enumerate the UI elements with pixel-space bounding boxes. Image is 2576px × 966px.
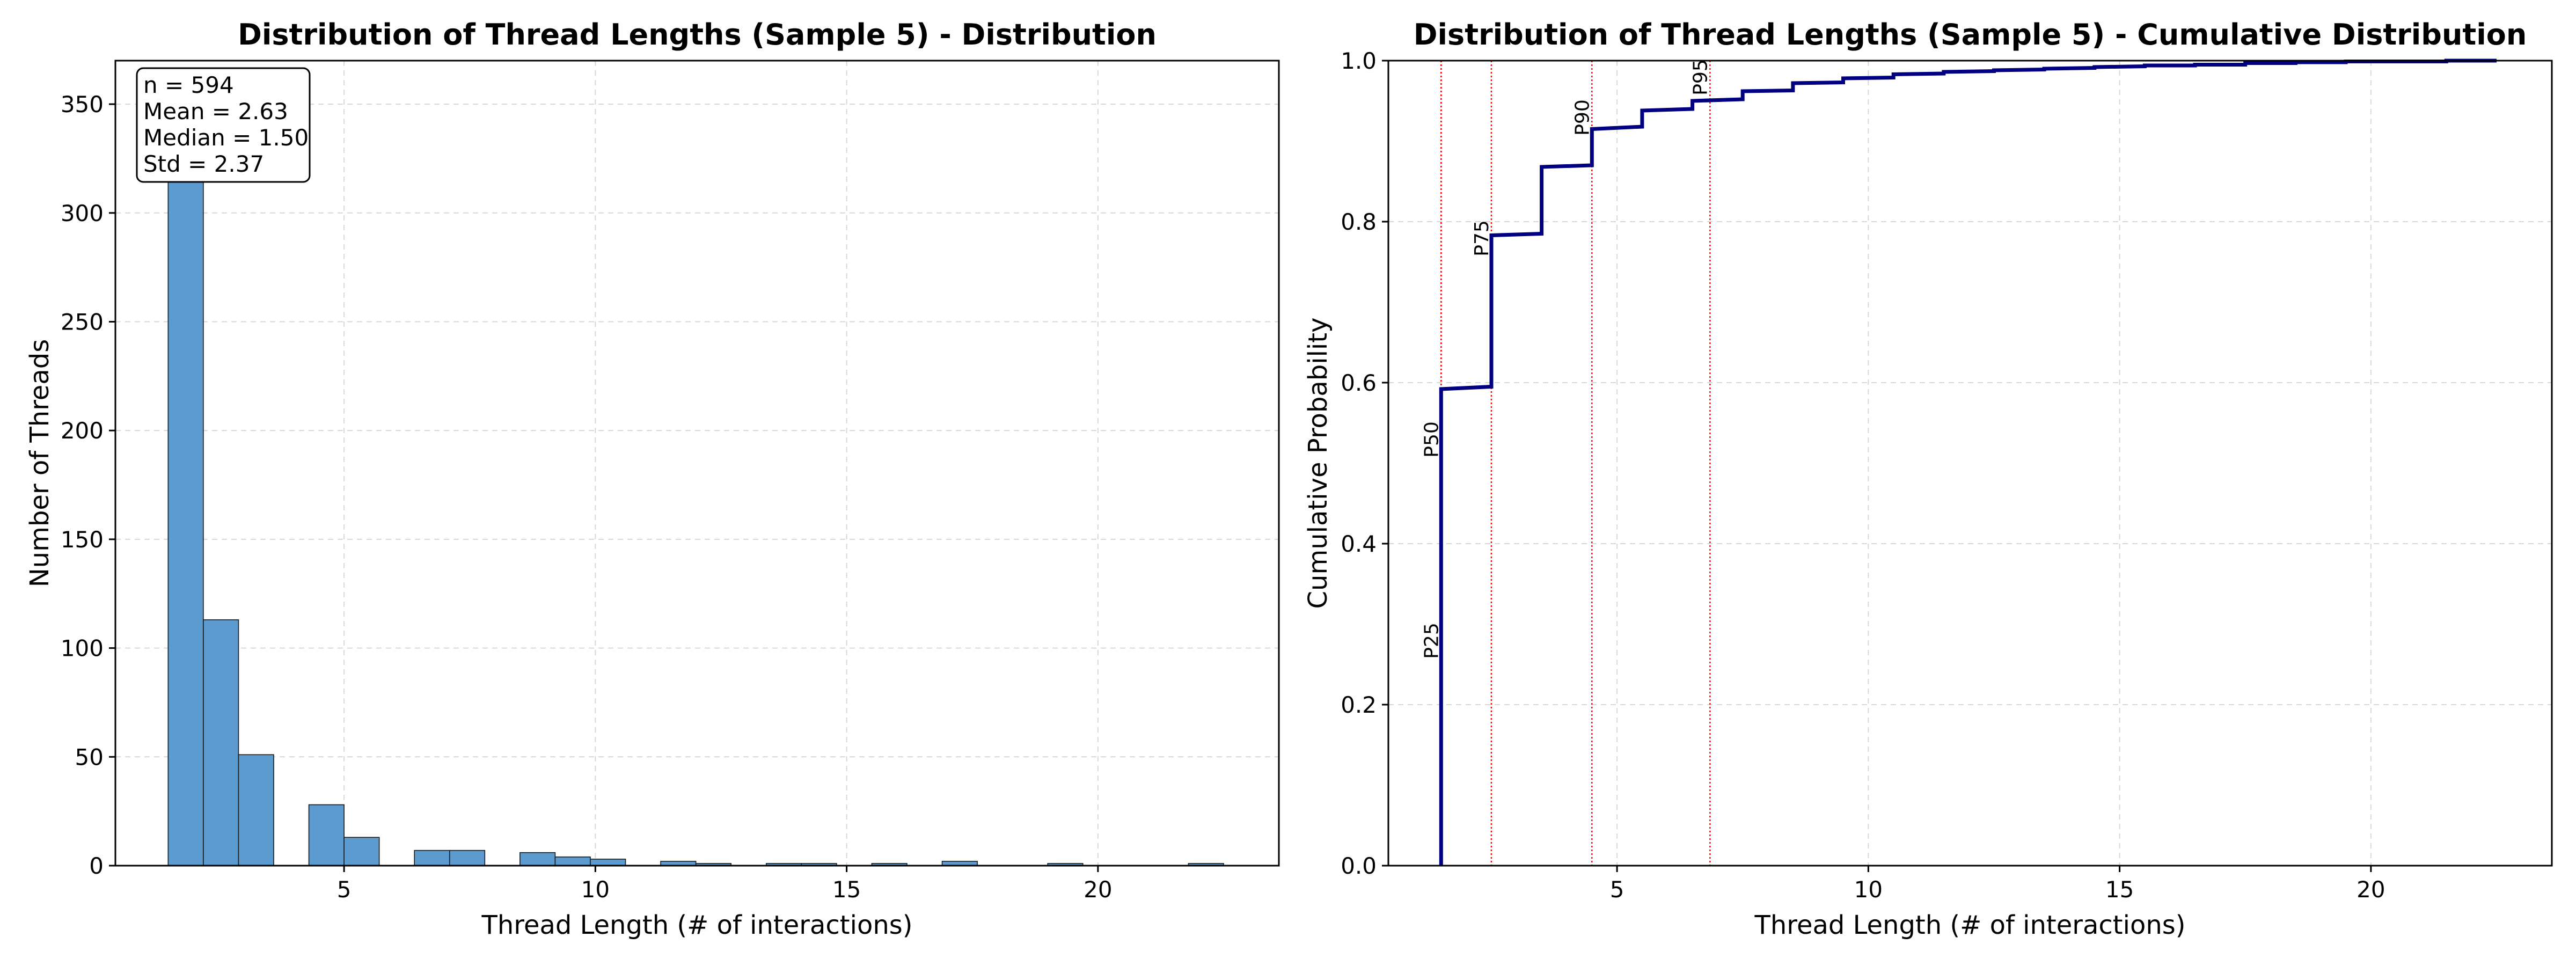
stats-box-frame [136, 67, 311, 183]
cdf-x-ticks: 5 10 15 20 [1610, 866, 2385, 903]
y-tick-label: 0.2 [1341, 692, 1377, 718]
histogram-bar [519, 852, 556, 866]
percentile-label: P90 [1571, 99, 1593, 136]
y-tick-label: 0.6 [1341, 370, 1377, 396]
percentile-label: P75 [1471, 220, 1493, 257]
cdf-frame [1387, 60, 2553, 867]
cdf-x-axis-label: Thread Length (# of interactions) [1754, 910, 2186, 940]
histogram-title: Distribution of Thread Lengths (Sample 5… [238, 18, 1157, 52]
histogram-bars [167, 104, 1224, 866]
y-tick-label: 0 [89, 853, 104, 879]
y-tick-label: 0.8 [1341, 209, 1377, 235]
histogram-bar [308, 804, 345, 866]
y-tick-label: 0.4 [1341, 531, 1377, 557]
y-tick-label: 200 [61, 418, 104, 444]
cdf-series [1439, 58, 2497, 866]
y-tick-label: 0.0 [1341, 853, 1377, 879]
x-tick-label: 15 [2105, 876, 2134, 903]
stats-mean: Mean = 2.63 [143, 98, 288, 125]
x-tick-label: 20 [1084, 876, 1112, 903]
cdf-y-ticks: 0.0 0.2 0.4 0.6 0.8 1.0 [1341, 48, 1388, 879]
x-tick-label: 5 [337, 876, 352, 903]
histogram-bar [449, 850, 486, 866]
cdf-line [1439, 58, 2497, 866]
y-tick-label: 300 [61, 200, 104, 226]
stats-median: Median = 1.50 [143, 125, 309, 151]
histogram-bar [590, 859, 626, 866]
cdf-title: Distribution of Thread Lengths (Sample 5… [1414, 18, 2527, 52]
percentile-label: P25 [1421, 623, 1443, 659]
histogram-bar [414, 850, 450, 866]
histogram-panel: 5 10 15 20 0 50 100 150 200 250 300 350 Distributi… [25, 18, 1280, 940]
percentile-label: P50 [1421, 421, 1443, 458]
histogram-x-ticks: 5 10 15 20 [337, 866, 1113, 903]
histogram-frame [114, 60, 1280, 867]
histogram-y-axis-label: Number of Threads [25, 339, 55, 587]
histogram-bar [343, 837, 380, 866]
x-tick-label: 10 [1854, 876, 1883, 903]
y-tick-label: 1.0 [1341, 48, 1377, 74]
cdf-panel: P25 P50 P75 P90 P95 5 10 15 20 0.0 0.2 0.4 0.6 0.8 1… [1303, 18, 2553, 940]
histogram-bar [203, 619, 239, 866]
y-tick-label: 100 [61, 635, 104, 662]
stats-n: n = 594 [143, 72, 234, 98]
percentile-label: P95 [1689, 59, 1711, 96]
x-tick-label: 5 [1610, 876, 1624, 903]
y-tick-label: 350 [61, 91, 104, 118]
y-tick-label: 250 [61, 309, 104, 335]
x-tick-label: 15 [832, 876, 861, 903]
stats-std: Std = 2.37 [143, 151, 264, 177]
stats-box: n = 594 Mean = 2.63 Median = 1.50 Std = … [136, 67, 311, 183]
histogram-x-axis-label: Thread Length (# of interactions) [481, 910, 913, 940]
histogram-bar [554, 856, 591, 866]
x-tick-label: 10 [581, 876, 610, 903]
histogram-bar [238, 754, 274, 866]
y-tick-label: 50 [75, 744, 104, 770]
histogram-y-ticks: 0 50 100 150 200 250 300 350 [61, 91, 115, 879]
cdf-y-axis-label: Cumulative Probability [1303, 318, 1333, 609]
histogram-bar [167, 104, 204, 866]
y-tick-label: 150 [61, 526, 104, 553]
x-tick-label: 20 [2357, 876, 2385, 903]
